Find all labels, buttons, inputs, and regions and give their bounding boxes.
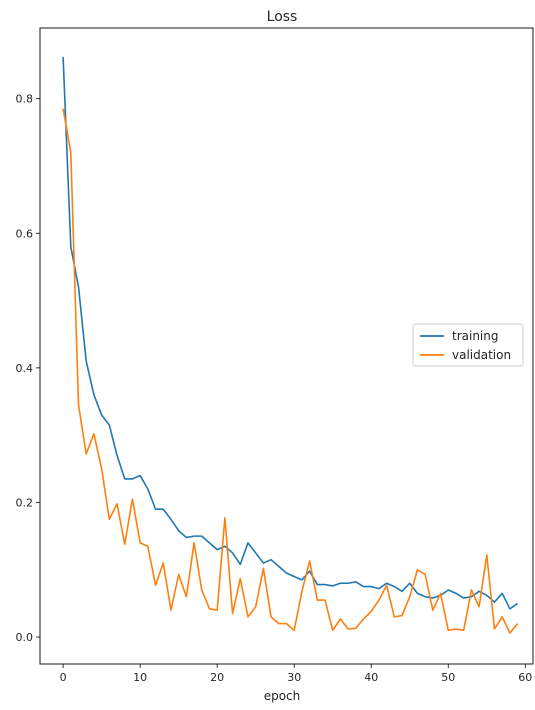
x-tick-label-30: 30 — [287, 671, 301, 684]
x-tick-label-50: 50 — [441, 671, 455, 684]
x-axis: 0 10 20 30 40 50 60 — [60, 664, 532, 684]
x-tick-label-0: 0 — [60, 671, 67, 684]
plot-area — [62, 56, 519, 634]
y-tick-label-0.6: 0.6 — [16, 227, 34, 240]
plot-frame — [39, 27, 534, 665]
x-axis-label: epoch — [264, 689, 301, 703]
y-tick-label-0.4: 0.4 — [16, 362, 34, 375]
x-tick-label-60: 60 — [518, 671, 532, 684]
legend: training validation — [412, 323, 524, 367]
legend-label-validation: validation — [452, 348, 511, 362]
series-line-training — [62, 56, 519, 610]
y-axis: 0.0 0.2 0.4 0.6 0.8 — [16, 93, 40, 644]
x-tick-label-20: 20 — [210, 671, 224, 684]
x-tick-label-10: 10 — [133, 671, 147, 684]
chart-title: Loss — [267, 9, 298, 25]
y-tick-label-0.0: 0.0 — [16, 631, 34, 644]
series-line-validation — [62, 108, 519, 634]
y-tick-label-0.2: 0.2 — [16, 496, 34, 509]
series-points-validation — [63, 108, 518, 634]
x-tick-label-40: 40 — [364, 671, 378, 684]
y-tick-label-0.8: 0.8 — [16, 93, 34, 106]
legend-label-training: training — [452, 329, 499, 343]
